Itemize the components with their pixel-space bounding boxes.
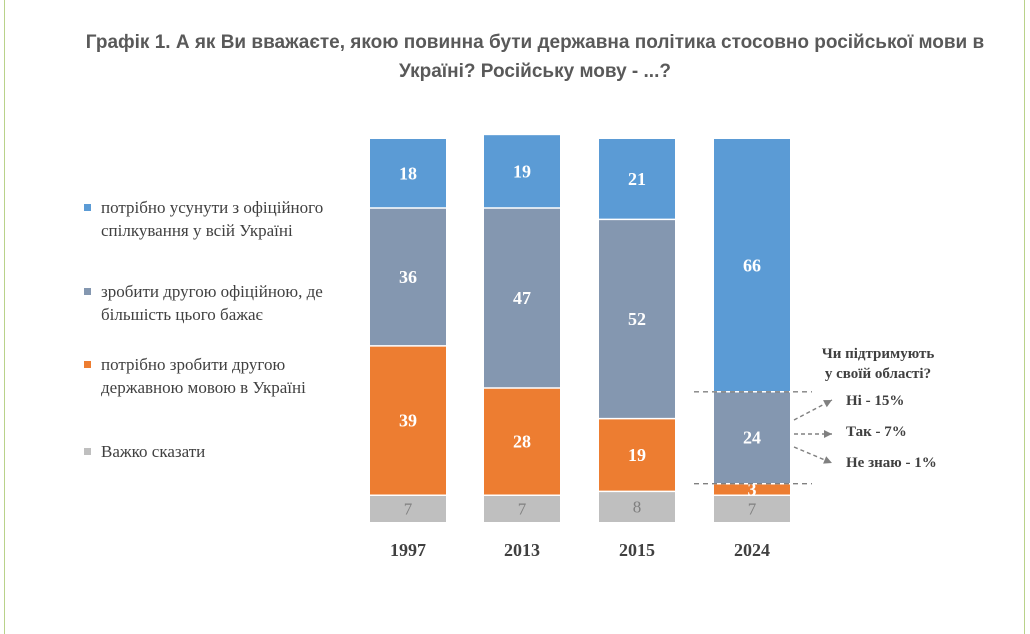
data-label: 52 bbox=[628, 309, 646, 329]
data-label: 28 bbox=[513, 432, 531, 452]
bar-segment bbox=[370, 207, 446, 346]
bar-segment bbox=[370, 139, 446, 208]
bar-segment bbox=[599, 219, 675, 419]
legend-label: потрібно зробити другою державною мовою … bbox=[101, 355, 306, 397]
bar-segment bbox=[599, 491, 675, 522]
annotation-question: Чи підтримують bbox=[822, 346, 935, 362]
legend-swatch bbox=[84, 361, 91, 368]
legend-label: Важко сказати bbox=[101, 442, 206, 461]
x-tick-label: 2015 bbox=[619, 540, 655, 560]
bar-segment bbox=[484, 387, 560, 496]
bar-segment bbox=[714, 139, 790, 392]
legend-label: потрібно усунути з офіційного спілкуванн… bbox=[101, 198, 324, 240]
frame-border-left bbox=[4, 0, 5, 634]
data-label: 21 bbox=[628, 169, 646, 189]
bar-segment bbox=[714, 483, 790, 496]
annotation-arrowhead bbox=[823, 456, 832, 464]
annotation-item: Ні - 15% bbox=[846, 393, 904, 409]
legend-swatch bbox=[84, 448, 91, 455]
data-label: 19 bbox=[628, 445, 646, 465]
data-label: 66 bbox=[743, 255, 761, 275]
legend-swatch bbox=[84, 204, 91, 211]
chart-title: Графік 1. А як Ви вважаєте, якою повинна… bbox=[85, 32, 985, 82]
annotation-item: Не знаю - 1% bbox=[846, 455, 937, 471]
bar-segment bbox=[484, 135, 560, 208]
annotation-arrowhead bbox=[824, 430, 832, 438]
x-tick-label: 1997 bbox=[390, 540, 426, 560]
bar-segment bbox=[599, 139, 675, 220]
annotation-item: Так - 7% bbox=[846, 424, 907, 440]
frame-border-right bbox=[1024, 0, 1025, 634]
annotation-arrowhead bbox=[823, 400, 832, 408]
data-label: 18 bbox=[399, 163, 417, 183]
bar-segment bbox=[370, 495, 446, 522]
bar-segment bbox=[599, 418, 675, 492]
bar-segment bbox=[370, 345, 446, 496]
bar-segment bbox=[714, 495, 790, 522]
data-label: 24 bbox=[743, 428, 761, 448]
x-tick-label: 2024 bbox=[734, 540, 770, 560]
data-label: 7 bbox=[404, 500, 413, 519]
legend-label: зробити другою офіційною, де більшість ц… bbox=[101, 282, 323, 324]
bar-segment bbox=[484, 495, 560, 522]
data-label: 39 bbox=[399, 411, 417, 431]
data-label: 7 bbox=[748, 500, 757, 519]
legend-swatch bbox=[84, 288, 91, 295]
data-label: 36 bbox=[399, 267, 417, 287]
data-label: 47 bbox=[513, 288, 531, 308]
x-tick-label: 2013 bbox=[504, 540, 540, 560]
annotation-question: у своїй області? bbox=[825, 366, 931, 382]
data-label: 3 bbox=[748, 479, 757, 499]
data-label: 7 bbox=[518, 500, 527, 519]
data-label: 8 bbox=[633, 498, 642, 517]
data-label: 19 bbox=[513, 162, 531, 182]
bar-segment bbox=[484, 207, 560, 388]
bar-segment bbox=[714, 391, 790, 484]
